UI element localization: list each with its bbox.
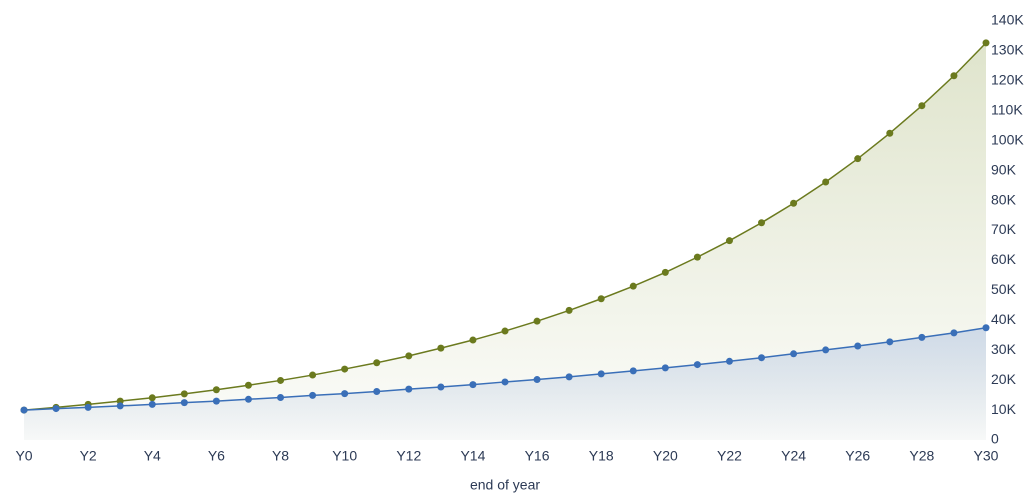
y-tick-label: 140K [991,12,1024,28]
point [244,395,252,403]
point [950,72,958,80]
point [886,129,894,137]
point [693,253,701,261]
point [180,390,188,398]
point [758,354,766,362]
point [52,405,60,413]
x-tick-label: Y20 [653,448,678,464]
point [437,383,445,391]
point [212,386,220,394]
point [790,350,798,358]
point [533,376,541,384]
y-tick-label: 60K [991,251,1017,267]
point [469,336,477,344]
point [950,329,958,337]
point [277,376,285,384]
point [693,361,701,369]
y-tick-label: 70K [991,221,1017,237]
point [437,344,445,352]
point [822,346,830,354]
area [24,42,986,440]
x-tick-label: Y22 [717,448,742,464]
point [565,306,573,314]
x-tick-label: Y18 [589,448,614,464]
x-tick-label: Y0 [15,448,32,464]
point [629,367,637,375]
point [822,178,830,186]
point [373,388,381,396]
y-tick-label: 50K [991,281,1017,297]
point [341,390,349,398]
y-tick-label: 20K [991,371,1017,387]
point [20,406,28,414]
point [405,385,413,393]
y-tick-label: 130K [991,42,1024,58]
x-tick-label: Y8 [272,448,289,464]
x-tick-label: Y26 [845,448,870,464]
point [116,402,124,410]
point [918,333,926,341]
x-tick-label: Y2 [80,448,97,464]
y-tick-label: 40K [991,311,1017,327]
y-tick-label: 110K [991,101,1023,117]
point [469,381,477,389]
point [84,403,92,411]
point [661,268,669,276]
point [501,327,509,335]
point [565,373,573,381]
y-tick-label: 0 [991,431,999,447]
y-tick-label: 80K [991,191,1017,207]
x-tick-label: Y10 [332,448,357,464]
x-tick-label: Y6 [208,448,225,464]
point [148,400,156,408]
x-tick-label: Y24 [781,448,806,464]
point [725,237,733,245]
y-tick-label: 10K [991,401,1017,417]
point [886,338,894,346]
y-tick-label: 90K [991,161,1017,177]
x-tick-label: Y28 [909,448,934,464]
point [918,102,926,110]
point [982,39,990,47]
point [212,397,220,405]
point [277,394,285,402]
point [309,371,317,379]
x-tick-label: Y4 [144,448,161,464]
x-tick-label: Y12 [396,448,421,464]
point [597,370,605,378]
point [597,295,605,303]
point [341,365,349,373]
x-tick-label: Y14 [460,448,485,464]
point [982,324,990,332]
point [533,317,541,325]
point [854,342,862,350]
point [148,394,156,402]
x-tick-label: Y30 [974,448,999,464]
point [309,391,317,399]
x-axis-title: end of year [470,477,540,493]
point [790,199,798,207]
y-tick-label: 100K [991,131,1024,147]
point [725,357,733,365]
point [116,397,124,405]
point [758,219,766,227]
x-tick-label: Y16 [525,448,550,464]
point [661,364,669,372]
point [854,155,862,163]
y-tick-label: 30K [991,341,1017,357]
point [405,352,413,360]
point [180,399,188,407]
point [373,359,381,367]
point [501,378,509,386]
point [629,282,637,290]
y-tick-label: 120K [991,72,1024,88]
point [244,381,252,389]
